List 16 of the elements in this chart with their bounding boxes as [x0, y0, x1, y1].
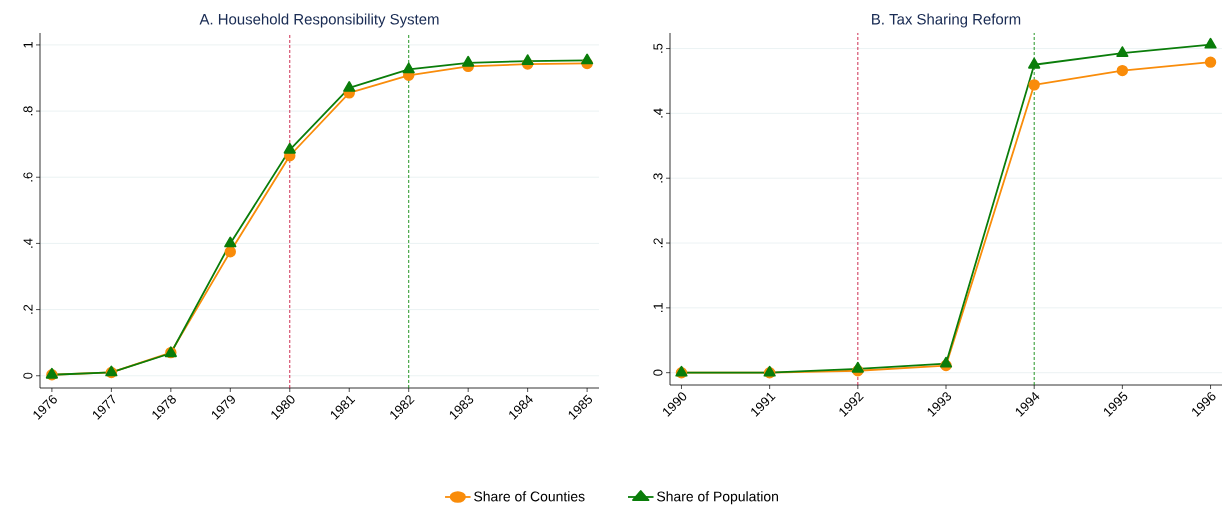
y-tick-label: .8 — [23, 106, 33, 116]
y-tick-label: .3 — [653, 173, 663, 183]
chart-title: B. Tax Sharing Reform — [872, 13, 1021, 28]
legend-label: Share of Counties — [474, 491, 585, 502]
legend-label: Share of Population — [657, 491, 778, 505]
chart-title: A. Household Responsibility System — [199, 13, 439, 28]
y-tick-label: .1 — [653, 303, 663, 313]
y-tick-label: .5 — [653, 43, 663, 53]
y-tick-label: .4 — [23, 238, 33, 248]
y-tick-label: 0 — [653, 369, 663, 376]
y-tick-label: 1 — [23, 41, 33, 48]
y-tick-label: .4 — [653, 108, 663, 118]
y-tick-label: .2 — [653, 238, 663, 248]
y-tick-label: 0 — [23, 372, 33, 379]
y-tick-label: .2 — [23, 304, 33, 314]
y-tick-label: .6 — [23, 172, 33, 182]
